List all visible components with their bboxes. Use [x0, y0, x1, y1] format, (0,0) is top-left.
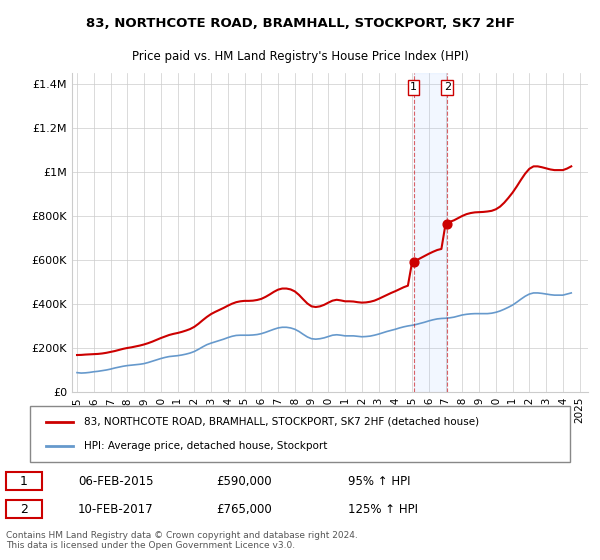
- Text: Contains HM Land Registry data © Crown copyright and database right 2024.
This d: Contains HM Land Registry data © Crown c…: [6, 531, 358, 550]
- Text: 1: 1: [410, 82, 417, 92]
- Text: HPI: Average price, detached house, Stockport: HPI: Average price, detached house, Stoc…: [84, 441, 328, 451]
- Point: [442, 219, 452, 228]
- Text: 83, NORTHCOTE ROAD, BRAMHALL, STOCKPORT, SK7 2HF: 83, NORTHCOTE ROAD, BRAMHALL, STOCKPORT,…: [86, 17, 515, 30]
- Bar: [414, 73, 447, 392]
- Text: 2: 2: [20, 502, 28, 516]
- Text: 83, NORTHCOTE ROAD, BRAMHALL, STOCKPORT, SK7 2HF (detached house): 83, NORTHCOTE ROAD, BRAMHALL, STOCKPORT,…: [84, 417, 479, 427]
- Point: [409, 258, 419, 267]
- Text: 10-FEB-2017: 10-FEB-2017: [78, 502, 154, 516]
- Text: £765,000: £765,000: [216, 502, 272, 516]
- Text: £590,000: £590,000: [216, 475, 272, 488]
- Text: Price paid vs. HM Land Registry's House Price Index (HPI): Price paid vs. HM Land Registry's House …: [131, 50, 469, 63]
- FancyBboxPatch shape: [30, 406, 570, 462]
- Text: 1: 1: [20, 475, 28, 488]
- FancyBboxPatch shape: [6, 500, 42, 518]
- Text: 2: 2: [444, 82, 451, 92]
- FancyBboxPatch shape: [6, 473, 42, 491]
- Text: 95% ↑ HPI: 95% ↑ HPI: [348, 475, 410, 488]
- Text: 125% ↑ HPI: 125% ↑ HPI: [348, 502, 418, 516]
- Text: 06-FEB-2015: 06-FEB-2015: [78, 475, 154, 488]
